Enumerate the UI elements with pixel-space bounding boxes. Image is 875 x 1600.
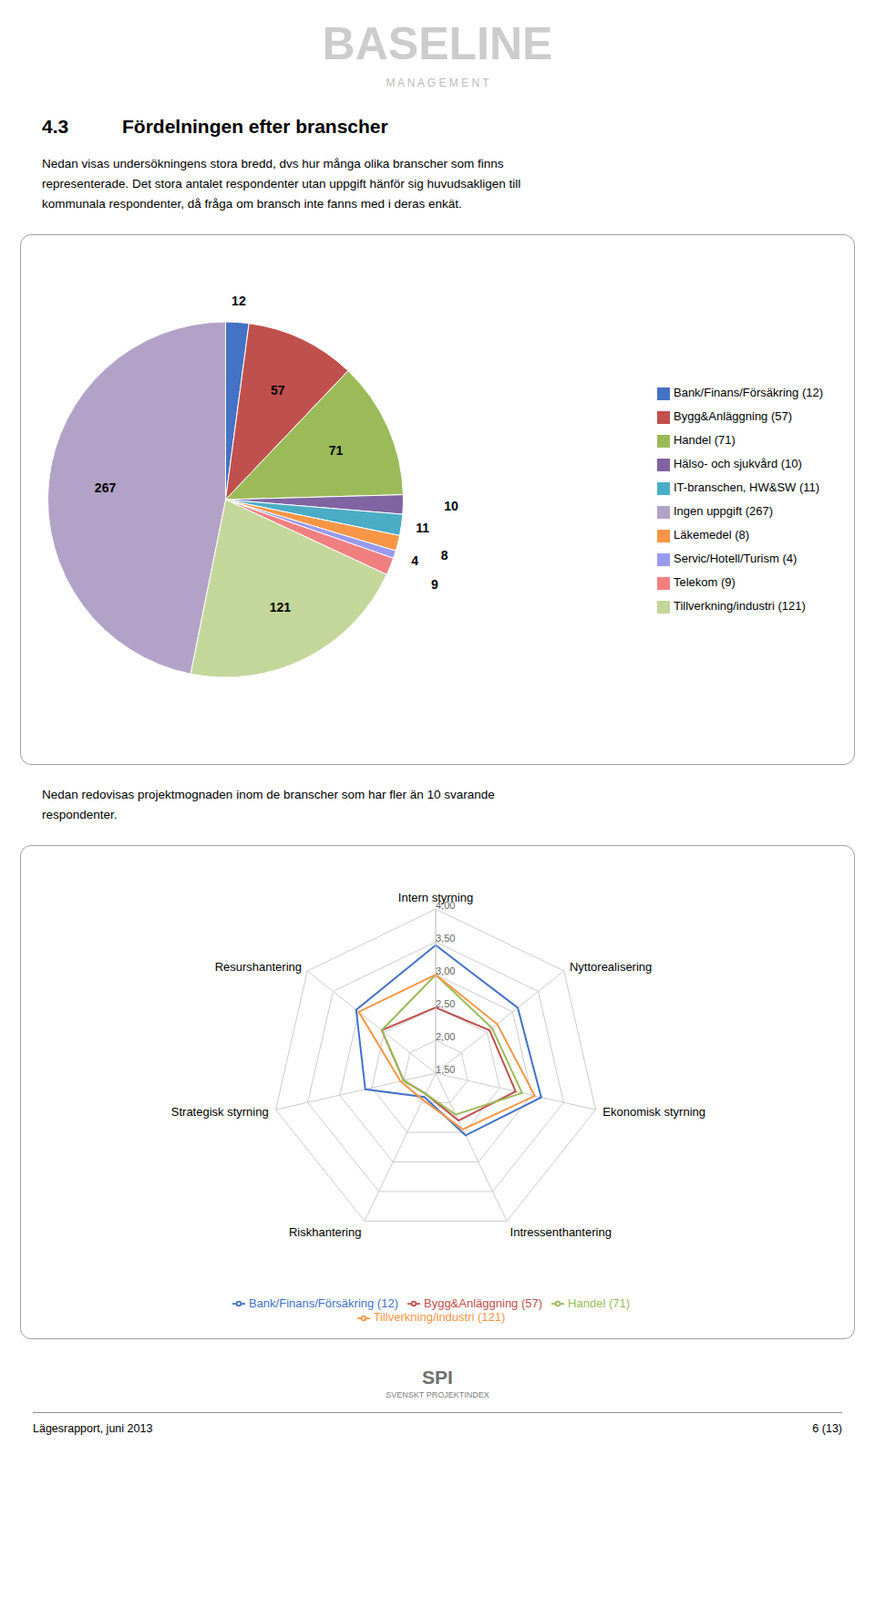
svg-text:Ekonomisk styrning: Ekonomisk styrning — [602, 1104, 706, 1119]
html-text:IT-branschen, HW&SW (11): IT-branschen, HW&SW (11) — [673, 480, 820, 495]
svg-text:71: 71 — [329, 442, 344, 458]
html-text:Nedan visas undersökningens st: Nedan visas undersökningens stora bredd,… — [41, 156, 504, 171]
svg-text:11: 11 — [415, 520, 430, 536]
svg-text:Riskhantering: Riskhantering — [288, 1225, 362, 1239]
svg-text:1,50: 1,50 — [435, 1063, 455, 1075]
html-text:Läkemedel (8): Läkemedel (8) — [673, 527, 750, 542]
html-text:M A N A G E M E N T: M A N A G E M E N T — [385, 76, 490, 90]
html-text:Servic/Hotell/Turism (4): Servic/Hotell/Turism (4) — [673, 551, 797, 566]
html-text:Tillverkning/industri (121): Tillverkning/industri (121) — [373, 1310, 506, 1324]
html-text:Bank/Finans/Försäkring (12): Bank/Finans/Försäkring (12) — [673, 385, 824, 400]
svg-text:121: 121 — [269, 599, 292, 615]
html-text:Bygg&Anläggning (57): Bygg&Anläggning (57) — [673, 409, 793, 423]
svg-text:Resurshantering: Resurshantering — [215, 959, 302, 974]
html-text:Handel (71): Handel (71) — [673, 432, 736, 447]
html-text:SVENSKT PROJEKTINDEX: SVENSKT PROJEKTINDEX — [385, 1389, 490, 1400]
svg-text:12: 12 — [231, 293, 247, 309]
svg-text:Nyttorealisering: Nyttorealisering — [569, 959, 652, 974]
svg-text:9: 9 — [431, 576, 439, 592]
html-text:Tillverkning/industri (121): Tillverkning/industri (121) — [673, 598, 806, 613]
html-text:Hälso- och sjukvård (10): Hälso- och sjukvård (10) — [673, 456, 802, 471]
svg-text:3,00: 3,00 — [435, 965, 455, 977]
svg-text:10: 10 — [443, 498, 459, 514]
svg-text:Intressenthantering: Intressenthantering — [510, 1225, 612, 1239]
html-text:kommunala respondenter, då frå: kommunala respondenter, då fråga om bran… — [41, 196, 462, 211]
html-text:Fördelningen efter branscher: Fördelningen efter branscher — [122, 115, 389, 137]
svg-text:2,50: 2,50 — [435, 998, 455, 1009]
html-text:BASELINE: BASELINE — [322, 18, 553, 70]
html-text:Bank/Finans/Försäkring (12): Bank/Finans/Försäkring (12) — [248, 1296, 399, 1310]
html-text:Telekom (9): Telekom (9) — [673, 575, 736, 589]
svg-text:Intern styrning: Intern styrning — [398, 890, 474, 905]
svg-text:2,00: 2,00 — [435, 1030, 455, 1042]
html-text:Ingen uppgift (267): Ingen uppgift (267) — [673, 504, 774, 518]
html-text:4.3: 4.3 — [41, 115, 69, 137]
html-text:Lägesrapport, juni 2013: Lägesrapport, juni 2013 — [32, 1421, 153, 1435]
svg-text:8: 8 — [441, 547, 449, 563]
svg-text:4: 4 — [411, 553, 419, 568]
html-text:6 (13): 6 (13) — [812, 1421, 843, 1435]
svg-text:Strategisk styrning: Strategisk styrning — [171, 1104, 269, 1119]
svg-text:267: 267 — [94, 480, 117, 495]
html-text:Nedan redovisas projektmognade: Nedan redovisas projektmognaden inom de … — [41, 787, 495, 802]
html-text:representerade. Det stora anta: representerade. Det stora antalet respon… — [41, 176, 521, 191]
svg-text:4,00: 4,00 — [435, 899, 455, 911]
html-text:respondenter.: respondenter. — [41, 807, 118, 822]
html-text:SPI: SPI — [422, 1366, 453, 1388]
svg-text:3,50: 3,50 — [435, 932, 455, 944]
svg-text:57: 57 — [270, 382, 286, 398]
html-text:Handel (71): Handel (71) — [567, 1296, 630, 1310]
html-text:Bygg&Anläggning (57): Bygg&Anläggning (57) — [423, 1296, 543, 1310]
